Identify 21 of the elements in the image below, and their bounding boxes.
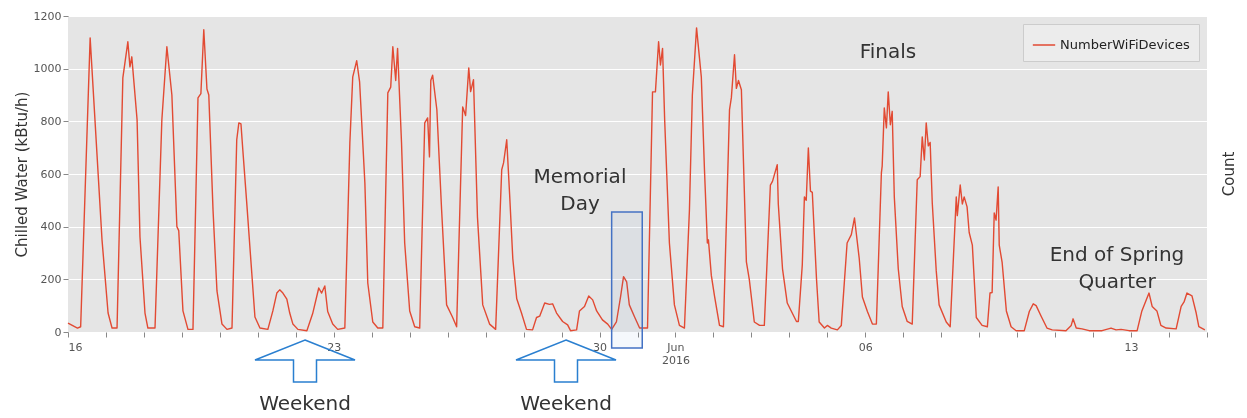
y-tick-label: 600 — [40, 167, 62, 181]
annotation: Finals — [859, 39, 917, 63]
annotation: Memorial Day — [533, 164, 627, 215]
y2-axis-title: Count — [1220, 151, 1238, 197]
x-tick-label: 30 — [593, 340, 608, 354]
y-axis-title: Chilled Water (kBtu/h) — [12, 91, 31, 258]
text: Weekend — [520, 391, 612, 415]
y-tick-label: 200 — [40, 272, 62, 286]
y-tick-label: 1200 — [33, 9, 62, 23]
y-tick-label: 400 — [40, 220, 62, 234]
x-tick-label: 13 — [1124, 340, 1139, 354]
legend-label: NumberWiFiDevices — [1060, 37, 1190, 52]
y-tick-label: 1000 — [33, 62, 62, 76]
annotation: End of Spring Quarter — [1049, 242, 1185, 293]
x-tick-label: 16 — [68, 340, 83, 354]
x-tick-label: 06 — [858, 340, 873, 354]
x-tick-label: Jun 2016 — [661, 340, 690, 367]
line-series — [67, 27, 1206, 332]
text: Weekend — [259, 391, 351, 415]
y-tick-label: 800 — [40, 114, 62, 128]
y-tick-label: 0 — [54, 325, 62, 339]
